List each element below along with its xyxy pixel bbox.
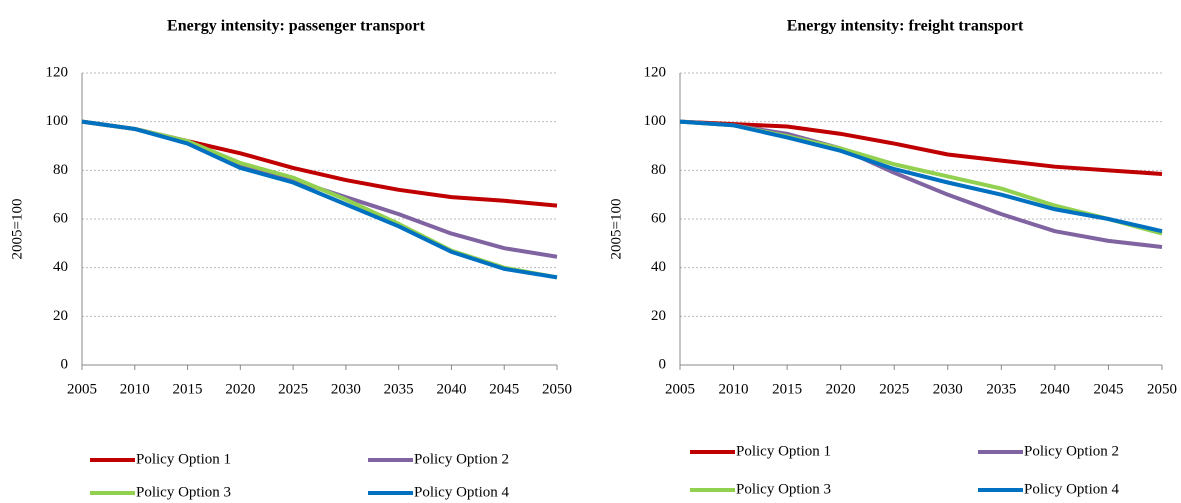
- y-axis-title: 2005=100: [9, 199, 25, 260]
- y-tick-label: 20: [53, 308, 68, 324]
- legend-label: Policy Option 1: [736, 443, 831, 459]
- x-tick-label: 2025: [879, 381, 909, 397]
- x-tick-label: 2020: [826, 381, 856, 397]
- y-tick-label: 20: [651, 308, 666, 324]
- y-tick-label: 120: [46, 64, 69, 80]
- legend-label: Policy Option 3: [136, 484, 231, 500]
- x-tick-label: 2045: [489, 381, 519, 397]
- series-line: [679, 119, 1163, 249]
- x-tick-label: 2010: [719, 381, 749, 397]
- x-tick-label: 2005: [67, 381, 97, 397]
- x-tick-label: 2030: [331, 381, 361, 397]
- series-line: [679, 119, 1163, 234]
- x-tick-label: 2050: [542, 381, 572, 397]
- x-tick-label: 2040: [1040, 381, 1070, 397]
- series-line: [679, 119, 1163, 176]
- y-axis-title: 2005=100: [608, 199, 624, 260]
- legend-label: Policy Option 2: [414, 451, 509, 467]
- y-tick-label: 80: [53, 162, 68, 178]
- legend-label: Policy Option 1: [136, 451, 231, 467]
- y-tick-label: 100: [46, 113, 69, 129]
- legend-label: Policy Option 4: [1024, 481, 1120, 497]
- x-tick-label: 2035: [384, 381, 414, 397]
- x-tick-label: 2050: [1147, 381, 1177, 397]
- y-tick-label: 40: [53, 259, 68, 275]
- x-tick-label: 2030: [933, 381, 963, 397]
- x-tick-label: 2025: [278, 381, 308, 397]
- y-tick-label: 40: [651, 259, 666, 275]
- y-tick-label: 100: [644, 113, 667, 129]
- x-tick-label: 2045: [1093, 381, 1123, 397]
- x-tick-label: 2015: [772, 381, 802, 397]
- y-tick-label: 60: [651, 210, 666, 226]
- x-tick-label: 2015: [173, 381, 203, 397]
- y-tick-label: 80: [651, 162, 666, 178]
- x-tick-label: 2020: [225, 381, 255, 397]
- y-tick-label: 120: [644, 64, 667, 80]
- x-tick-label: 2035: [986, 381, 1016, 397]
- y-tick-label: 0: [61, 356, 69, 372]
- legend-label: Policy Option 2: [1024, 443, 1119, 459]
- legend-label: Policy Option 3: [736, 481, 831, 497]
- x-tick-label: 2010: [120, 381, 150, 397]
- x-tick-label: 2005: [665, 381, 695, 397]
- chart-title: Energy intensity: freight transport: [787, 18, 1024, 35]
- series-line: [81, 119, 558, 280]
- legend-label: Policy Option 4: [414, 484, 510, 500]
- y-tick-label: 0: [659, 356, 667, 372]
- y-tick-label: 60: [53, 210, 68, 226]
- x-tick-label: 2040: [436, 381, 466, 397]
- chart-title: Energy intensity: passenger transport: [167, 18, 426, 35]
